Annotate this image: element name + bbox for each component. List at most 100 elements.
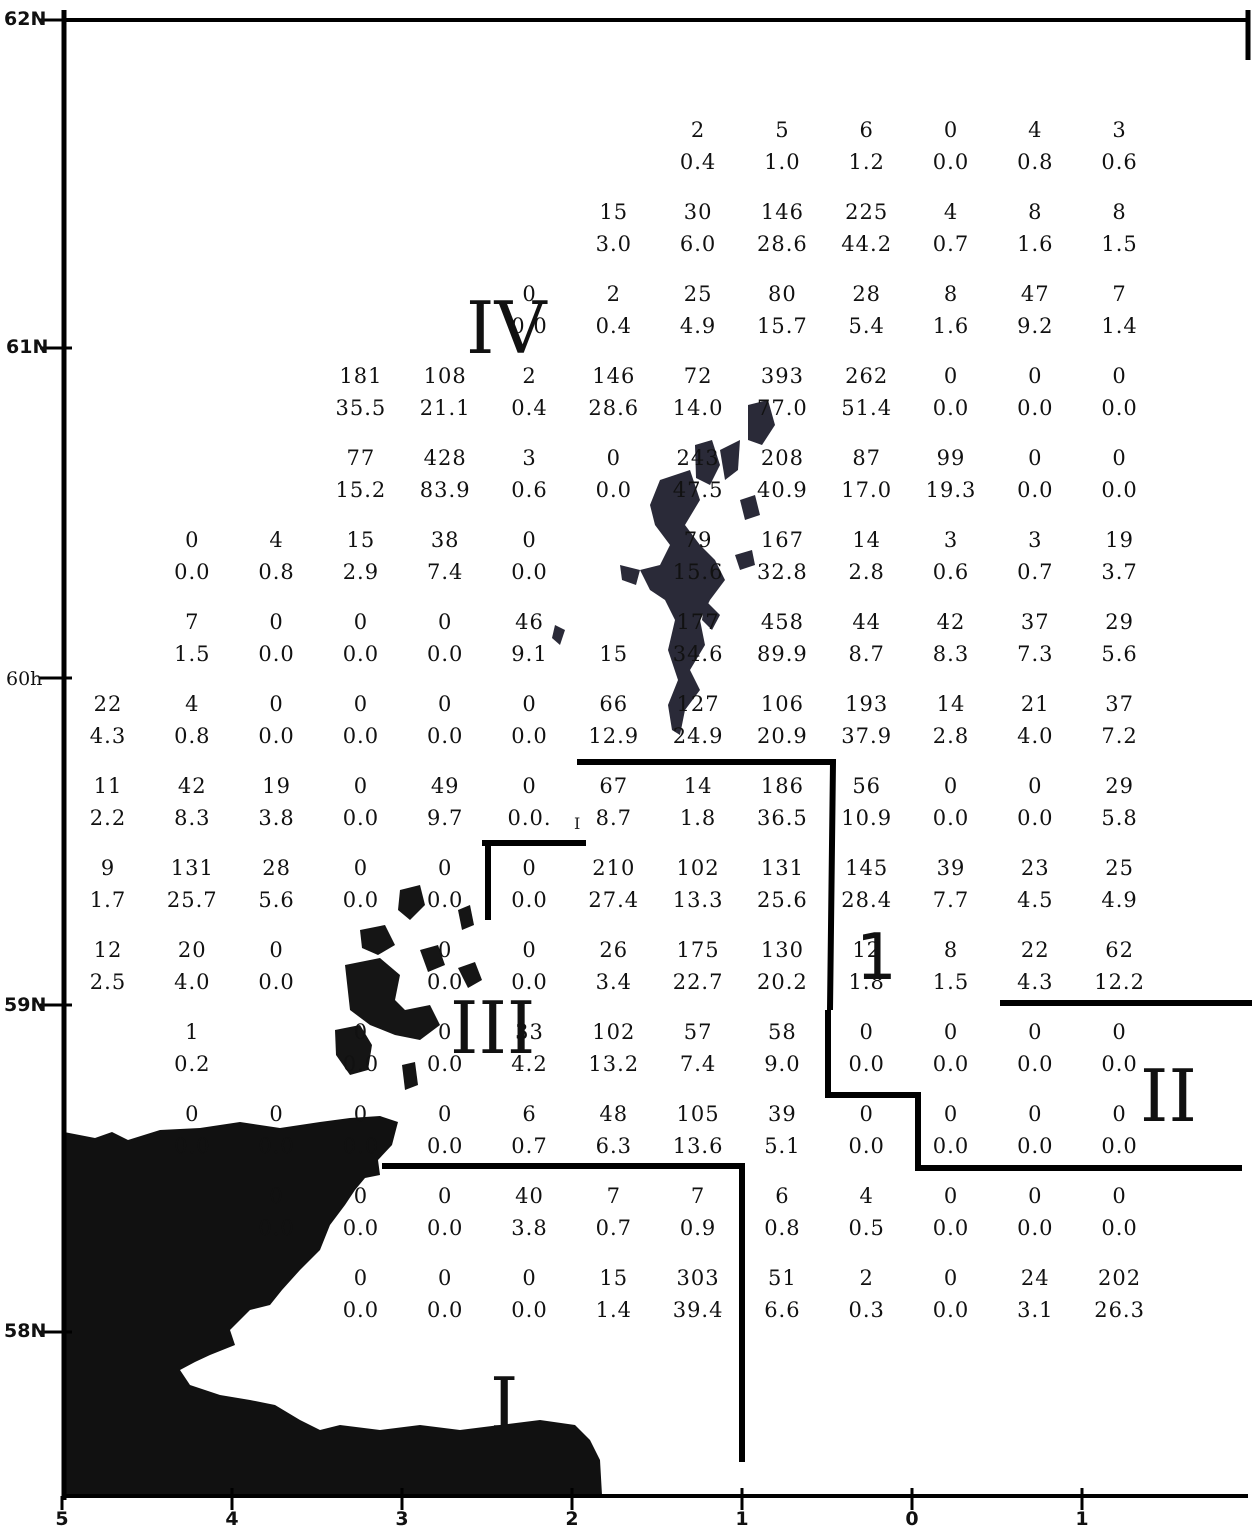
grid-cell: 29 5.8: [1078, 770, 1162, 834]
cell-count: 51: [768, 1266, 797, 1290]
grid-cell: 146 28.6: [740, 196, 824, 260]
cell-value: 28.4: [841, 888, 893, 912]
cell-count: 8: [943, 282, 959, 306]
grid-cell: 0 0.0: [150, 524, 234, 588]
cell-value: 8.7: [848, 642, 885, 666]
cell-count: 208: [760, 446, 804, 470]
cell-value: 13.2: [588, 1052, 640, 1076]
area-label-iv: IV: [466, 286, 547, 370]
cell-value: 47.5: [672, 478, 724, 502]
cell-count: 3: [522, 446, 537, 470]
grid-cell: 2 0.4: [488, 360, 572, 424]
cell-count: 0: [353, 692, 369, 716]
cell-value: 0.0: [1017, 478, 1054, 502]
grid-cell: 0 0.0: [403, 606, 487, 670]
grid-cell: 30 6.0: [656, 196, 740, 260]
cell-count: 243: [676, 446, 720, 470]
grid-cell: 131 25.7: [150, 852, 234, 916]
cell-value: 0.6: [511, 478, 548, 502]
grid-cell: 14 2.8: [909, 688, 993, 752]
cell-count: 0: [353, 1020, 369, 1044]
cell-count: 15: [346, 528, 376, 552]
cell-value: 0.0: [342, 642, 380, 666]
cell-value: 1.8: [848, 970, 885, 994]
cell-count: 0: [606, 446, 621, 470]
lon-label-1w: 1: [735, 1508, 749, 1530]
cell-count: 0: [859, 1102, 874, 1126]
cell-value: 2.5: [89, 970, 127, 994]
cell-value: 9.7: [426, 806, 464, 830]
grid-cell: 12 2.5: [66, 934, 150, 998]
cell-count: 67: [599, 774, 629, 798]
cell-count: 26: [599, 938, 629, 962]
grid-cell: 80 15.7: [740, 278, 824, 342]
cell-value: 0.0: [932, 1298, 970, 1322]
cell-count: 4: [269, 528, 284, 552]
cell-count: 56: [852, 774, 882, 798]
cell-value: 0.0: [511, 314, 548, 338]
grid-cell: 8 1.5: [1078, 196, 1162, 260]
grid-cell: 3 0.7: [993, 524, 1077, 588]
cell-value: 0.8: [174, 724, 211, 748]
cell-value: 0.0: [174, 1134, 211, 1158]
cell-value: 1.7: [89, 888, 127, 912]
cell-count: 210: [592, 856, 636, 880]
grid-cell: 0 0.0: [319, 1180, 403, 1244]
cell-value: 28.6: [757, 232, 808, 256]
cell-value: 0.0: [426, 642, 464, 666]
cell-value: 2.9: [342, 560, 380, 584]
cell-count: 0: [943, 774, 959, 798]
cell-count: 44: [852, 610, 882, 634]
cell-count: 0: [269, 692, 284, 716]
cell-value: 0.0: [595, 478, 632, 502]
grid-cell: 0 0.0: [235, 606, 319, 670]
cell-count: 48: [599, 1102, 629, 1126]
cell-value: 1.4: [1101, 314, 1138, 338]
cell-count: 393: [760, 364, 804, 388]
grid-cell: 4 0.8: [235, 524, 319, 588]
grid-cell: 105 13.6: [656, 1098, 740, 1162]
cell-value: 7.2: [1101, 724, 1138, 748]
cell-value: 0.0: [932, 1134, 970, 1158]
cell-value: 2.8: [848, 560, 885, 584]
grid-cell: 0 0.0.: [488, 770, 572, 834]
cell-count: 28: [262, 856, 291, 880]
cell-value: 25.6: [757, 888, 808, 912]
cell-value: 0.0: [174, 560, 211, 584]
grid-cell: 262 51.4: [825, 360, 909, 424]
cell-count: 127: [676, 692, 720, 716]
grid-cell: 0 0.0: [993, 1016, 1077, 1080]
cell-count: 39: [936, 856, 966, 880]
grid-cell: 0 0.0: [403, 1098, 487, 1162]
grid-cell: 0 0.0: [825, 1016, 909, 1080]
cell-value: 0.0: [426, 1216, 464, 1240]
cell-value: 0.0: [342, 1134, 380, 1158]
cell-count: 106: [760, 692, 804, 716]
cell-value: 10.9: [841, 806, 893, 830]
grid-cell: 0 0.0: [1078, 1098, 1162, 1162]
cell-value: 0.0: [342, 724, 380, 748]
grid-cell: 0 0.0: [993, 1180, 1077, 1244]
cell-value: 3.0: [595, 232, 632, 256]
cell-count: 62: [1105, 938, 1134, 962]
grid-cell: 22 4.3: [66, 688, 150, 752]
grid-cell: 1 0.2: [150, 1016, 234, 1080]
cell-value: 4.0: [1017, 724, 1054, 748]
cell-value: 0.0: [511, 888, 548, 912]
grid-cell: 87 17.0: [825, 442, 909, 506]
cell-count: 77: [346, 446, 376, 470]
cell-value: 37.9: [841, 724, 893, 748]
cell-value: 0.0: [511, 724, 548, 748]
grid-cell: 7 0.9: [656, 1180, 740, 1244]
cell-count: 19: [262, 774, 291, 798]
cell-count: 202: [1098, 1266, 1142, 1290]
grid-cell: 0 0.0: [235, 934, 319, 998]
cell-value: 0.0: [1017, 806, 1054, 830]
grid-cell: 19 3.7: [1078, 524, 1162, 588]
cell-value: 15.2: [335, 478, 387, 502]
grid-cell: 0 0.0: [319, 1262, 403, 1326]
cell-count: 0: [522, 774, 537, 798]
cell-count: 33: [515, 1020, 544, 1044]
cell-value: 35.5: [335, 396, 387, 420]
cell-count: 0: [269, 1102, 284, 1126]
